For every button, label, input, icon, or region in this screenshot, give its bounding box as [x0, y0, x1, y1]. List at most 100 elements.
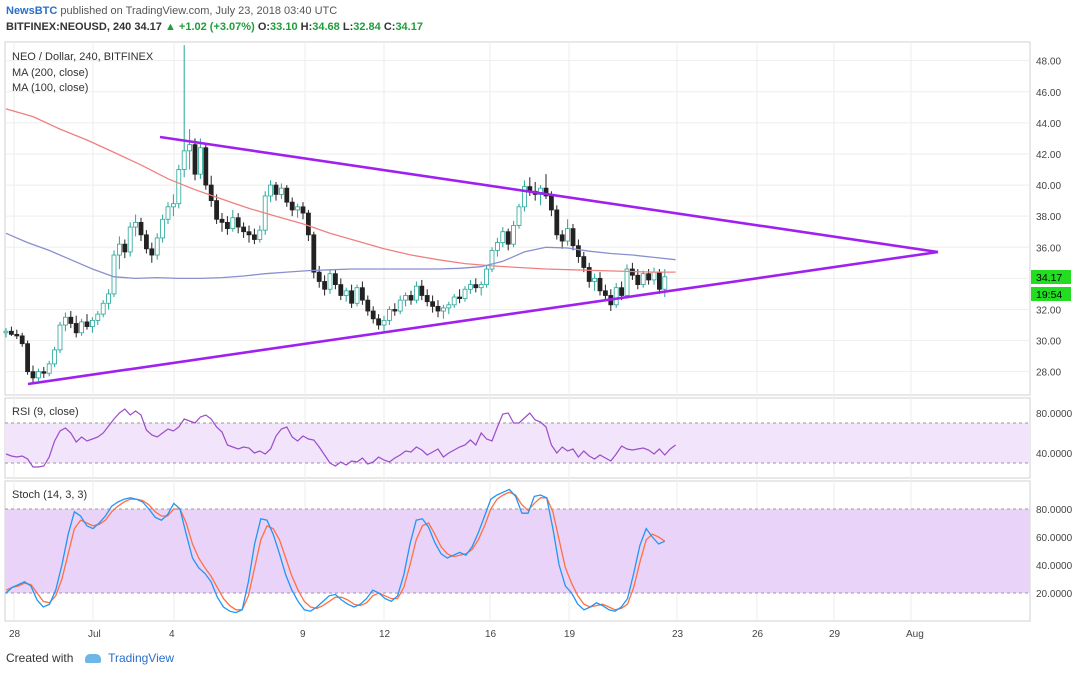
candle-body [100, 302, 106, 315]
stoch-y-tick-label: 40.0000 [1036, 561, 1073, 572]
price-chart-title: NEO / Dollar, 240, BITFINEX [12, 51, 154, 63]
triangle-lower-trendline[interactable] [27, 250, 939, 386]
candle-body [30, 371, 36, 379]
published-text: published on TradingView.com, July 23, 2… [60, 5, 338, 17]
candle-body [657, 271, 662, 290]
candle-body [257, 229, 263, 240]
candle-body [522, 186, 527, 208]
candle-body [413, 285, 419, 301]
candle-body [219, 218, 225, 223]
symbol-label: BITFINEX:NEOUSD, 240 [6, 21, 132, 33]
candle-body [241, 226, 247, 233]
low-label: L: [342, 21, 354, 33]
candle-body [57, 324, 63, 351]
open-label: O: [257, 21, 271, 33]
last-price-tag-bg [1031, 270, 1071, 284]
rsi-y-tick-label: 40.0000 [1036, 449, 1073, 460]
candle-body [516, 206, 522, 226]
price-y-tick-label: 28.00 [1036, 368, 1061, 379]
candle-body [332, 273, 338, 285]
candle-body [576, 245, 581, 257]
candle-body [408, 295, 414, 301]
candle-body [365, 299, 371, 312]
candle-body [95, 313, 101, 321]
stoch-band [5, 509, 1030, 593]
candle-body [278, 187, 284, 195]
candle-body [63, 316, 68, 326]
publisher-name[interactable]: NewsBTC [6, 5, 58, 17]
candle-body [181, 150, 187, 170]
candle-body [165, 206, 171, 220]
candle-body [592, 277, 597, 282]
candle-body [435, 305, 441, 312]
candle-body [467, 284, 473, 290]
x-tick-label: 23 [672, 629, 684, 640]
candle-body [84, 321, 90, 327]
triangle-pattern [27, 135, 939, 386]
candle-body [462, 288, 468, 299]
candle-body [154, 237, 160, 256]
candle-body [41, 371, 47, 374]
candle-body [122, 243, 128, 253]
stoch-y-tick-label: 60.0000 [1036, 533, 1073, 544]
created-with-label: Created with [6, 651, 74, 665]
price-change: ▲ +1.02 (+3.07%) [164, 21, 255, 33]
candle-body [489, 249, 495, 270]
last-price: 34.17 [134, 21, 162, 33]
x-tick-label: 12 [379, 629, 391, 640]
candle-body [662, 276, 668, 290]
candle-body [635, 274, 641, 285]
candle-body [403, 295, 409, 301]
candle-body [295, 206, 301, 211]
candle-body [554, 209, 560, 236]
tradingview-brand[interactable]: TradingView [108, 651, 175, 665]
candle-body [581, 256, 587, 268]
price-y-tick-label: 44.00 [1036, 119, 1061, 130]
candle-body [268, 184, 274, 197]
symbol-line: BITFINEX:NEOUSD, 240 34.17 ▲ +1.02 (+3.0… [6, 21, 423, 33]
candle-body [354, 287, 360, 304]
x-tick-label: 4 [169, 629, 175, 640]
candle-body [246, 231, 252, 236]
candle-body [646, 273, 651, 281]
low-value: 32.84 [353, 21, 381, 33]
price-y-tick-label: 30.00 [1036, 337, 1061, 348]
price-y-tick-label: 46.00 [1036, 88, 1061, 99]
candle-body [505, 231, 511, 245]
top-bar: NewsBTC published on TradingView.com, Ju… [0, 0, 1080, 40]
candle-body [203, 147, 209, 186]
close-label: C: [383, 21, 396, 33]
countdown-tag-bg [1031, 287, 1071, 301]
candle-body [370, 310, 376, 320]
candle-body [133, 221, 139, 228]
candle-body [473, 284, 479, 289]
candle-body [68, 316, 74, 324]
ma200-legend: MA (200, close) [12, 67, 88, 79]
candle-body [273, 184, 279, 195]
candle-body [440, 307, 446, 312]
last-price-tag: 34.17 [1036, 272, 1062, 284]
ma100-legend: MA (100, close) [12, 82, 88, 94]
candle-body [343, 290, 349, 296]
triangle-upper-trendline[interactable] [159, 135, 939, 254]
candle-body [511, 225, 517, 245]
candle-body [25, 343, 31, 373]
rsi-band [5, 423, 1030, 463]
candle-body [8, 330, 14, 335]
candle-body [46, 363, 52, 374]
ma200-line [5, 108, 676, 273]
publish-line: NewsBTC published on TradingView.com, Ju… [6, 5, 337, 17]
candle-body [619, 287, 624, 296]
candle-body [111, 254, 117, 295]
candle-body [338, 284, 344, 296]
candle-body [613, 287, 619, 306]
candle-body [251, 234, 257, 240]
moving-averages [5, 108, 676, 280]
footer: Created with TradingView [6, 651, 174, 665]
axis-labels: 48.0046.0044.0042.0040.0038.0036.0034.00… [9, 57, 1073, 640]
candle-body [311, 234, 317, 273]
candle-body [230, 217, 236, 230]
open-value: 33.10 [270, 21, 298, 33]
stoch-title: Stoch (14, 3, 3) [12, 489, 87, 501]
